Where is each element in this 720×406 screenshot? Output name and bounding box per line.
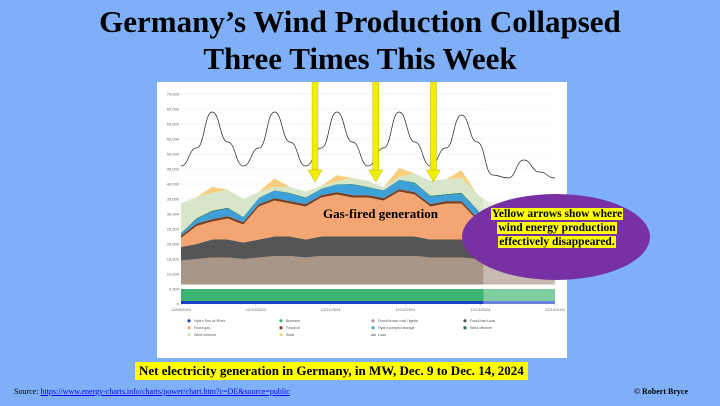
legend-label: Fossil oil [286, 326, 300, 330]
y-tick-label: 20,000 [167, 241, 180, 246]
legend-label: Biomass [286, 319, 300, 323]
arrow-shaft [372, 82, 379, 171]
load-line [180, 111, 556, 179]
legend-label: Wind onshore [194, 333, 216, 337]
callout-text-highlight: Yellow arrows show where wind energy pro… [490, 208, 624, 248]
slide-title-line2: Three Times This Week [203, 41, 517, 76]
area-wind_onshore [181, 173, 555, 239]
y-tick-label: 45,000 [167, 166, 180, 171]
source-prefix: Source: [14, 387, 41, 396]
legend-swatch [187, 319, 191, 323]
y-tick-label: 70,000 [167, 91, 180, 96]
y-tick-label: 10,000 [167, 271, 180, 276]
chart-areas [181, 167, 555, 304]
legend-label: Wind offshore [470, 326, 492, 330]
legend-swatch [371, 326, 375, 330]
legend-swatch [279, 333, 283, 337]
area-pumped_storage [181, 180, 555, 244]
legend-label: Hydro Run-of-River [194, 319, 226, 323]
x-tick-label: 12/11/2024 [321, 307, 341, 312]
legend-label: Solar [286, 333, 295, 337]
y-tick-label: 65,000 [167, 106, 180, 111]
legend-label: Fossil gas [194, 326, 210, 330]
y-tick-label: 5,000 [169, 286, 180, 291]
chart-legend: Hydro Run-of-River Biomass Fossil brown co… [187, 319, 495, 337]
y-tick-label: 25,000 [167, 226, 180, 231]
legend-label: Fossil brown coal / lignite [378, 319, 418, 323]
y-axis-ticks: 70,000 65,000 60,000 55,000 50,000 45,000 40,0… [167, 91, 180, 306]
legend-label: Load [378, 333, 386, 337]
chart-load-line [180, 111, 556, 179]
area-biomass [181, 289, 555, 301]
x-axis-ticks: 12/09/2024 12/10/2024 12/11/2024 12/12/2024… [171, 304, 566, 312]
arrow-head [307, 169, 323, 183]
x-tick-label: 12/10/2024 [246, 307, 267, 312]
area-hydro [181, 301, 555, 304]
arrow-shaft [311, 82, 319, 171]
callout-text: Yellow arrows show where wind energy pro… [485, 207, 629, 249]
arrow-head [368, 169, 384, 183]
yellow-arrows [307, 82, 441, 183]
chart-caption: Net electricity generation in Germany, i… [135, 362, 528, 380]
legend-label: Hydro pumped storage [378, 326, 415, 330]
y-tick-label: 35,000 [167, 196, 180, 201]
y-tick-label: 50,000 [167, 151, 180, 156]
area-lignite [181, 256, 555, 285]
y-tick-label: 60,000 [167, 121, 180, 126]
area-nuclear_white [181, 284, 555, 289]
area-solar [181, 167, 555, 212]
legend-swatch [187, 333, 191, 337]
legend-swatch [279, 319, 283, 323]
x-tick-label: 12/09/2024 [171, 307, 192, 312]
source-link[interactable]: https://www.energy-charts.info/charts/po… [40, 387, 290, 396]
x-tick-label: 12/13/2024 [470, 307, 491, 312]
y-tick-label: 55,000 [167, 136, 180, 141]
arrow-shaft [430, 82, 437, 171]
y-tick-label: 0 [177, 301, 180, 306]
y-tick-label: 40,000 [167, 181, 180, 186]
gas-fired-label: Gas-fired generation [323, 206, 438, 221]
legend-label: Fossil hard coal [470, 319, 495, 323]
area-oil_other [181, 189, 555, 246]
source-note: Source: https://www.energy-charts.info/c… [14, 387, 290, 396]
arrow-head [426, 169, 441, 183]
area-hard_coal [181, 236, 555, 262]
x-tick-label: 12/12/2024 [395, 307, 416, 312]
legend-swatch [463, 326, 467, 330]
legend-swatch [463, 319, 467, 323]
y-tick-label: 15,000 [167, 256, 180, 261]
credit: © Robert Bryce [634, 387, 688, 396]
y-tick-label: 30,000 [167, 211, 180, 216]
legend-swatch [187, 326, 191, 330]
area-gas [181, 191, 555, 255]
x-tick-label: 12/14/2024 [545, 307, 566, 312]
slide-title-line1: Germany’s Wind Production Collapsed [99, 4, 621, 39]
legend-swatch [371, 319, 375, 323]
legend-swatch [279, 326, 283, 330]
